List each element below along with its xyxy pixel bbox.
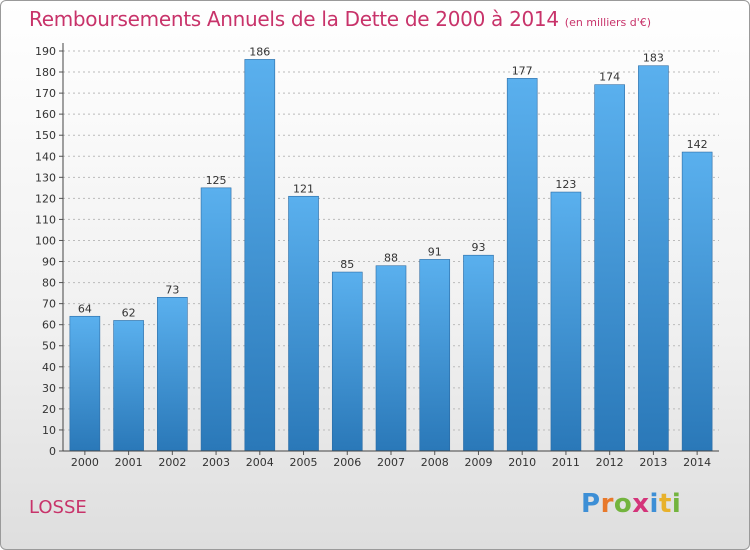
bar-2007 xyxy=(375,265,407,452)
logo-letter: i xyxy=(649,489,659,519)
x-tick-label: 2000 xyxy=(71,456,99,469)
y-tick-label: 180 xyxy=(35,66,56,79)
bar-value-label: 88 xyxy=(384,252,398,265)
x-tick-label: 2013 xyxy=(639,456,667,469)
x-tick-label: 2009 xyxy=(464,456,492,469)
x-tick-label: 2008 xyxy=(421,456,449,469)
x-tick-label: 2011 xyxy=(552,456,580,469)
y-tick-label: 20 xyxy=(42,403,56,416)
bar-chart: 0 10 20 30 40 50 60 70 80 90 100 110 120 130 140 150 160… xyxy=(35,43,719,469)
bar-2001 xyxy=(113,320,144,452)
bar-2012 xyxy=(594,84,625,452)
bar-value-label: 85 xyxy=(340,258,354,271)
y-tick-label: 160 xyxy=(35,108,56,121)
y-tick-label: 190 xyxy=(35,45,56,58)
x-tick-label: 2002 xyxy=(158,456,186,469)
y-tick-label: 90 xyxy=(42,256,56,269)
y-tick-label: 30 xyxy=(42,382,56,395)
bar-value-label: 186 xyxy=(249,45,270,58)
x-tick-label: 2010 xyxy=(508,456,536,469)
y-tick-label: 80 xyxy=(42,277,56,290)
axes xyxy=(62,43,719,452)
y-tick-label: 170 xyxy=(35,87,56,100)
y-tick-label: 70 xyxy=(42,298,56,311)
bar-value-label: 93 xyxy=(471,241,485,254)
x-tick-label: 2005 xyxy=(290,456,318,469)
bar-value-label: 123 xyxy=(555,178,576,191)
x-tick-label: 2012 xyxy=(596,456,624,469)
logo-letter: i xyxy=(671,489,682,519)
bar-2005 xyxy=(288,195,319,452)
bar-2008 xyxy=(419,259,451,452)
commune-name: LOSSE xyxy=(29,497,87,518)
bar-2006 xyxy=(331,271,363,452)
x-tick-label: 2014 xyxy=(683,456,711,469)
bar-value-label: 177 xyxy=(512,64,533,77)
x-tick-label: 2007 xyxy=(377,456,405,469)
y-tick-label: 140 xyxy=(35,150,56,163)
x-tick-label: 2003 xyxy=(202,456,230,469)
bar-value-label: 121 xyxy=(293,182,314,195)
y-tick-label: 60 xyxy=(42,319,56,332)
y-tick-label: 120 xyxy=(35,192,56,205)
x-tick-label: 2001 xyxy=(115,456,143,469)
y-tick-label: 100 xyxy=(35,234,56,247)
y-tick-label: 150 xyxy=(35,129,56,142)
bar-2010 xyxy=(506,78,538,452)
bar-2002 xyxy=(157,297,188,452)
bar-value-labels: 64 62 73 125 186 121 85 88 91 93 177 123 174 183 142 xyxy=(78,45,708,319)
bar-2013 xyxy=(638,65,669,452)
logo-letter: t xyxy=(658,489,672,519)
y-axis-ticks: 0 10 20 30 40 50 60 70 80 90 100 110 120 130 140 150 160… xyxy=(35,45,63,458)
logo-letter: x xyxy=(632,489,650,519)
bar-2000 xyxy=(69,315,101,452)
bar-value-label: 125 xyxy=(206,174,227,187)
y-tick-label: 0 xyxy=(49,445,56,458)
y-tick-label: 10 xyxy=(42,424,56,437)
chart-title: Remboursements Annuels de la Dette de 20… xyxy=(29,7,559,31)
bar-2011 xyxy=(550,191,582,452)
bar-2004 xyxy=(244,59,276,452)
chart-unit: (en milliers d'€) xyxy=(564,16,652,29)
logo-letter: P xyxy=(581,489,601,519)
bar-value-label: 62 xyxy=(122,306,136,319)
bar-value-label: 73 xyxy=(165,283,179,296)
y-tick-label: 130 xyxy=(35,171,56,184)
bar-value-label: 91 xyxy=(428,245,442,258)
bars xyxy=(69,59,713,452)
x-tick-label: 2006 xyxy=(333,456,361,469)
x-axis-ticks: 2000 2001 2002 2003 2004 2005 2006 2007 2008 2009… xyxy=(71,451,711,469)
logo-letter: r xyxy=(600,489,614,519)
chart-title-block: Remboursements Annuels de la Dette de 20… xyxy=(29,7,651,31)
x-tick-label: 2004 xyxy=(246,456,274,469)
y-tick-label: 110 xyxy=(35,213,56,226)
bar-value-label: 183 xyxy=(643,52,664,65)
proxiti-logo: Proxiti xyxy=(581,489,681,519)
bar-value-label: 64 xyxy=(78,302,92,315)
logo-letter: o xyxy=(613,489,633,519)
bar-2003 xyxy=(200,187,232,452)
bar-value-label: 142 xyxy=(687,138,708,151)
y-tick-label: 40 xyxy=(42,361,56,374)
y-tick-label: 50 xyxy=(42,340,56,353)
bar-value-label: 174 xyxy=(599,71,620,84)
bar-2014 xyxy=(681,151,713,452)
bar-2009 xyxy=(463,254,494,452)
